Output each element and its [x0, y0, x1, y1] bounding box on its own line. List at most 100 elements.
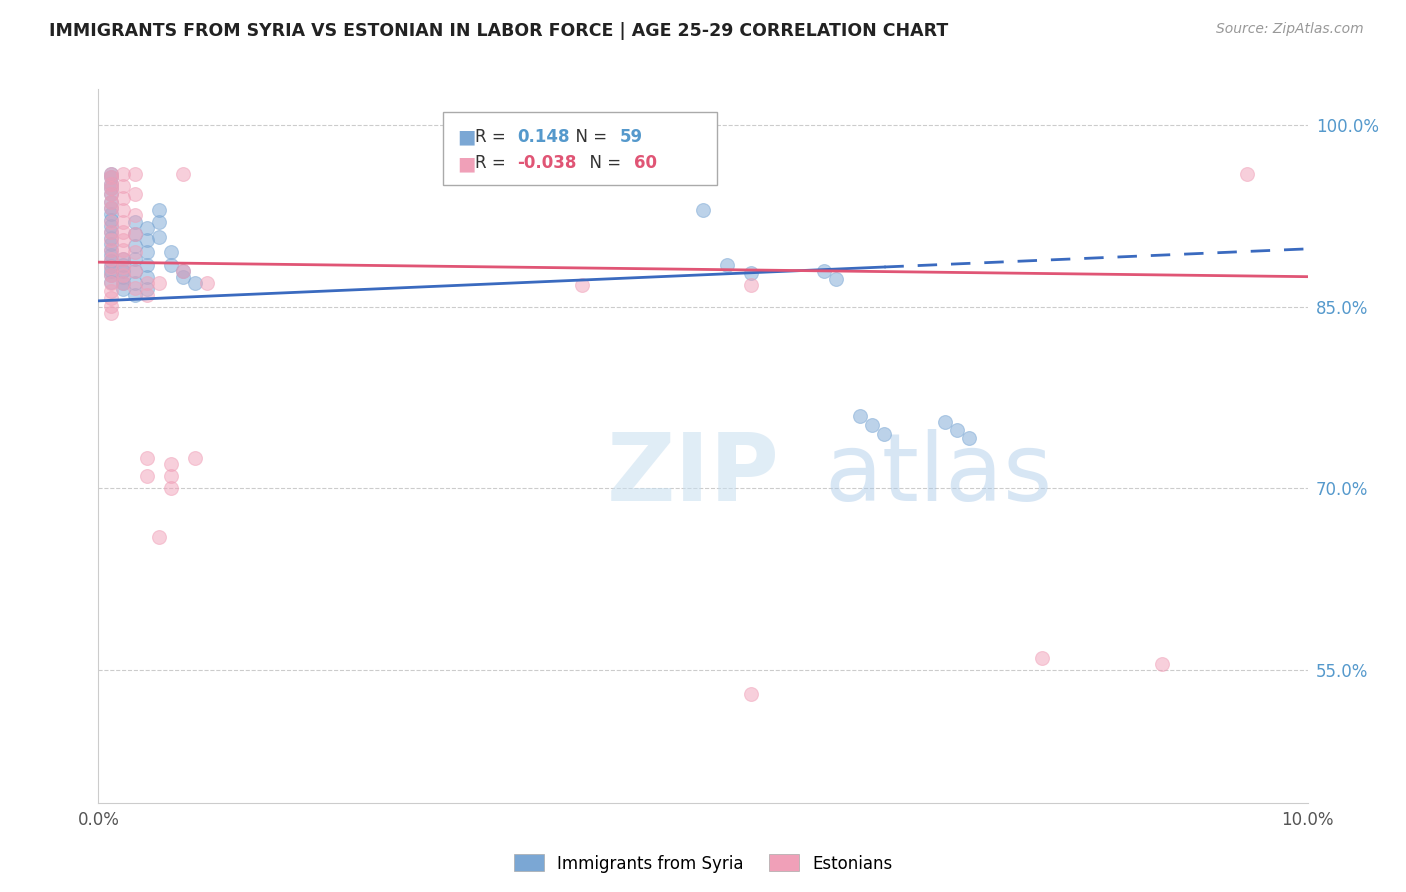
Point	[100, 170, 122, 185]
Point	[124, 227, 146, 242]
Text: 60: 60	[634, 154, 657, 172]
Point	[148, 530, 170, 544]
Text: IMMIGRANTS FROM SYRIA VS ESTONIAN IN LABOR FORCE | AGE 25-29 CORRELATION CHART: IMMIGRANTS FROM SYRIA VS ESTONIAN IN LAB…	[49, 22, 949, 40]
Point	[111, 203, 134, 218]
Point	[124, 252, 146, 266]
Point	[849, 409, 872, 423]
Point	[111, 252, 134, 266]
Point	[100, 167, 122, 181]
Point	[111, 178, 134, 193]
Point	[135, 269, 157, 284]
Point	[100, 225, 122, 239]
Point	[111, 276, 134, 290]
Point	[124, 187, 146, 202]
Point	[160, 258, 183, 272]
Text: 0.148: 0.148	[517, 128, 569, 145]
Point	[957, 431, 980, 445]
Point	[184, 276, 207, 290]
Point	[100, 243, 122, 257]
Point	[934, 415, 956, 429]
Point	[825, 272, 848, 286]
Point	[100, 284, 122, 298]
Point	[111, 252, 134, 266]
Point	[148, 203, 170, 218]
Point	[100, 263, 122, 277]
Point	[100, 181, 122, 195]
Text: R =: R =	[475, 154, 512, 172]
Point	[135, 282, 157, 296]
Legend: Immigrants from Syria, Estonians: Immigrants from Syria, Estonians	[508, 847, 898, 880]
Point	[124, 263, 146, 277]
Point	[111, 167, 134, 181]
Point	[100, 167, 122, 181]
Point	[100, 268, 122, 283]
Point	[124, 215, 146, 229]
Point	[148, 276, 170, 290]
Point	[124, 280, 146, 294]
Point	[100, 187, 122, 202]
Point	[1152, 657, 1174, 671]
Point	[100, 201, 122, 215]
Point	[135, 451, 157, 466]
Point	[100, 219, 122, 233]
Text: 59: 59	[620, 128, 643, 145]
Point	[160, 457, 183, 471]
Point	[135, 245, 157, 260]
Point	[740, 278, 762, 293]
Point	[100, 212, 122, 227]
Point	[111, 263, 134, 277]
Point	[100, 306, 122, 320]
Point	[100, 268, 122, 283]
Text: ■: ■	[457, 154, 475, 173]
Point	[100, 225, 122, 239]
Point	[873, 426, 896, 441]
Text: atlas: atlas	[824, 428, 1052, 521]
Point	[135, 276, 157, 290]
Point	[100, 207, 122, 221]
Point	[100, 177, 122, 191]
Point	[111, 260, 134, 274]
Point	[100, 181, 122, 195]
Point	[124, 239, 146, 253]
Point	[100, 248, 122, 262]
Point	[172, 263, 194, 277]
Point	[716, 258, 738, 272]
Point	[124, 288, 146, 302]
Point	[172, 263, 194, 277]
Point	[160, 245, 183, 260]
Point	[111, 233, 134, 247]
Point	[100, 259, 122, 273]
Text: ZIP: ZIP	[606, 428, 779, 521]
Point	[135, 233, 157, 247]
Point	[100, 187, 122, 202]
Point	[692, 203, 714, 218]
Point	[111, 225, 134, 239]
Text: Source: ZipAtlas.com: Source: ZipAtlas.com	[1216, 22, 1364, 37]
Point	[111, 258, 134, 272]
Point	[111, 215, 134, 229]
Point	[111, 191, 134, 205]
Point	[740, 687, 762, 701]
Point	[111, 282, 134, 296]
Point	[172, 167, 194, 181]
Point	[111, 269, 134, 284]
Point	[946, 423, 969, 437]
Text: ■: ■	[457, 128, 475, 146]
Point	[100, 237, 122, 252]
Point	[100, 252, 122, 266]
Text: -0.038: -0.038	[517, 154, 576, 172]
Point	[100, 201, 122, 215]
Point	[172, 269, 194, 284]
Point	[124, 208, 146, 222]
Point	[135, 288, 157, 302]
Point	[111, 268, 134, 283]
Point	[100, 170, 122, 185]
Point	[740, 266, 762, 280]
Point	[124, 263, 146, 277]
Point	[148, 215, 170, 229]
Point	[111, 243, 134, 257]
Point	[1031, 650, 1053, 665]
Point	[100, 194, 122, 209]
Text: N =: N =	[565, 128, 613, 145]
Point	[100, 194, 122, 209]
